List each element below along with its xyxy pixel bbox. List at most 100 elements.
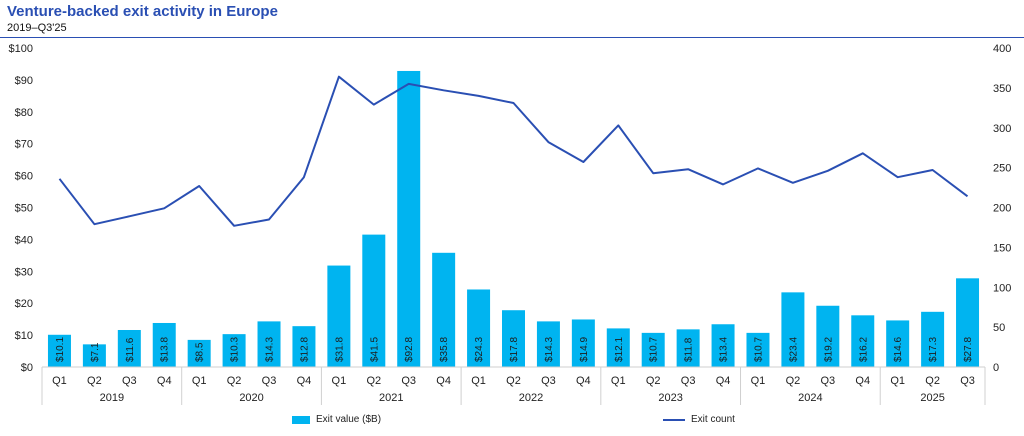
x-tick-label: Q2 — [506, 375, 521, 387]
bar — [606, 328, 630, 367]
bar — [746, 332, 770, 367]
bar — [222, 334, 246, 367]
chart-title: Venture-backed exit activity in Europe — [7, 3, 278, 20]
bar — [781, 292, 805, 367]
bar-data-label: $35.8 — [439, 337, 450, 362]
bar — [467, 289, 491, 367]
x-tick-label: Q4 — [855, 375, 870, 387]
y-left-tick-label: $100 — [9, 43, 33, 55]
bar — [257, 321, 281, 367]
bar-data-label: $92.8 — [404, 337, 415, 362]
x-tick-label: Q1 — [192, 375, 207, 387]
left-axis: $0 $10 $20 $30 $40 $50 $60 $70 $80 $90 $100 — [9, 43, 33, 374]
bar-data-label: $8.5 — [195, 342, 206, 362]
x-tick-label: Q4 — [716, 375, 731, 387]
bar — [187, 339, 211, 367]
bar-data-label: $10.7 — [649, 337, 660, 362]
legend-bar-item: Exit value ($B) — [292, 414, 381, 425]
bar-data-label: $17.3 — [928, 337, 939, 362]
bar — [47, 334, 71, 367]
legend-line-item: Exit count — [663, 414, 735, 425]
bar — [397, 70, 421, 367]
legend-line-label: Exit count — [691, 414, 735, 425]
bar-data-label: $12.1 — [614, 337, 625, 362]
bar — [886, 320, 910, 367]
y-left-tick-label: $0 — [21, 362, 33, 374]
bar — [502, 310, 525, 367]
x-year-label: 2019 — [100, 392, 124, 404]
y-right-tick-label: 0 — [993, 362, 999, 374]
x-tick-label: Q4 — [436, 375, 451, 387]
y-left-tick-label: $40 — [15, 234, 33, 246]
y-right-tick-label: 50 — [993, 322, 1005, 334]
x-tick-label: Q3 — [960, 375, 975, 387]
y-left-tick-label: $50 — [15, 203, 33, 215]
bar — [117, 329, 141, 367]
x-tick-label: Q1 — [332, 375, 347, 387]
x-tick-label: Q1 — [471, 375, 486, 387]
bar-data-label: $24.3 — [474, 337, 485, 362]
x-tick-label: Q2 — [925, 375, 940, 387]
y-right-tick-label: 300 — [993, 123, 1011, 135]
exit-count-line — [58, 75, 969, 227]
y-right-tick-label: 350 — [993, 83, 1011, 95]
bar — [82, 344, 106, 367]
bar-data-label: $27.8 — [963, 337, 974, 362]
legend-bar-label: Exit value ($B) — [316, 414, 382, 425]
bar — [816, 305, 840, 367]
legend-line-swatch — [663, 418, 685, 421]
bar-data-label: $23.4 — [788, 337, 799, 362]
bar — [641, 332, 665, 367]
bar-data-label: $13.4 — [719, 337, 730, 362]
bar-data-label: $11.6 — [125, 337, 136, 362]
x-tick-label: Q1 — [751, 375, 766, 387]
bar — [152, 322, 176, 367]
x-tick-label: Q4 — [297, 375, 312, 387]
x-year-label: 2020 — [239, 392, 263, 404]
x-year-label: 2022 — [519, 392, 543, 404]
bar-data-label: $10.3 — [230, 337, 241, 362]
y-left-tick-label: $10 — [15, 330, 33, 342]
x-axis: Q1 Q2 Q3 Q4 Q1 Q2 Q3 Q4 Q1 Q2 Q3 Q4 Q1 Q2 Q3 Q4 Q1 Q2 Q3 Q4… — [41, 367, 986, 405]
bar-data-label: $31.8 — [334, 337, 345, 362]
bar-data-label: $13.8 — [160, 337, 171, 362]
x-tick-label: Q3 — [122, 375, 137, 387]
x-tick-label: Q1 — [890, 375, 905, 387]
y-right-tick-label: 400 — [993, 43, 1011, 55]
chart-subtitle: 2019–Q3'25 — [7, 22, 67, 34]
right-axis: 0 50 100 150 200 250 300 350 400 — [993, 43, 1011, 374]
y-left-tick-label: $20 — [15, 298, 33, 310]
x-year-label: 2024 — [798, 392, 822, 404]
bar-data-label: $11.8 — [684, 337, 695, 362]
bar-data-label: $14.3 — [265, 337, 276, 362]
legend-bar-swatch — [292, 415, 310, 424]
bar-data-label: $7.1 — [90, 342, 101, 362]
x-year-label: 2025 — [920, 392, 944, 404]
x-tick-label: Q1 — [52, 375, 67, 387]
x-tick-label: Q2 — [227, 375, 242, 387]
bar-data-label: $14.9 — [579, 337, 590, 362]
bar — [956, 278, 980, 367]
title-divider — [0, 37, 1024, 38]
y-right-tick-label: 150 — [993, 242, 1011, 254]
x-tick-label: Q3 — [262, 375, 277, 387]
x-tick-label: Q2 — [786, 375, 801, 387]
bar-data-label: $14.3 — [544, 337, 555, 362]
bar-data-label: $17.8 — [509, 337, 520, 362]
bar-data-label: $14.6 — [893, 337, 904, 362]
y-right-tick-label: 200 — [993, 203, 1011, 215]
x-tick-label: Q4 — [157, 375, 172, 387]
y-right-tick-label: 100 — [993, 282, 1011, 294]
bar-data-label: $12.8 — [299, 337, 310, 362]
bar — [851, 315, 875, 367]
x-tick-label: Q2 — [646, 375, 661, 387]
bar — [676, 329, 700, 367]
x-tick-label: Q4 — [576, 375, 591, 387]
x-tick-label: Q1 — [611, 375, 626, 387]
y-left-tick-label: $80 — [15, 107, 33, 119]
bar-data-label: $10.7 — [753, 337, 764, 362]
bar — [362, 234, 386, 367]
x-tick-label: Q2 — [366, 375, 381, 387]
y-right-tick-label: 250 — [993, 163, 1011, 175]
